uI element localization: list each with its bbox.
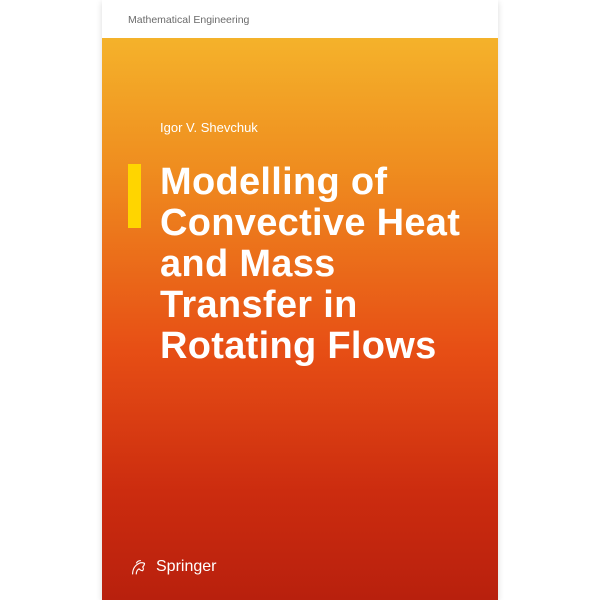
springer-horse-icon (128, 556, 150, 578)
author-name: Igor V. Shevchuk (160, 120, 258, 135)
book-title: Modelling of Convective Heat and Mass Tr… (160, 162, 470, 367)
page-background: Mathematical Engineering Igor V. Shevchu… (0, 0, 600, 600)
accent-bar (128, 164, 141, 228)
book-cover: Mathematical Engineering Igor V. Shevchu… (102, 0, 498, 600)
publisher-block: Springer (128, 556, 216, 578)
publisher-name: Springer (156, 558, 216, 576)
series-label: Mathematical Engineering (128, 14, 249, 26)
